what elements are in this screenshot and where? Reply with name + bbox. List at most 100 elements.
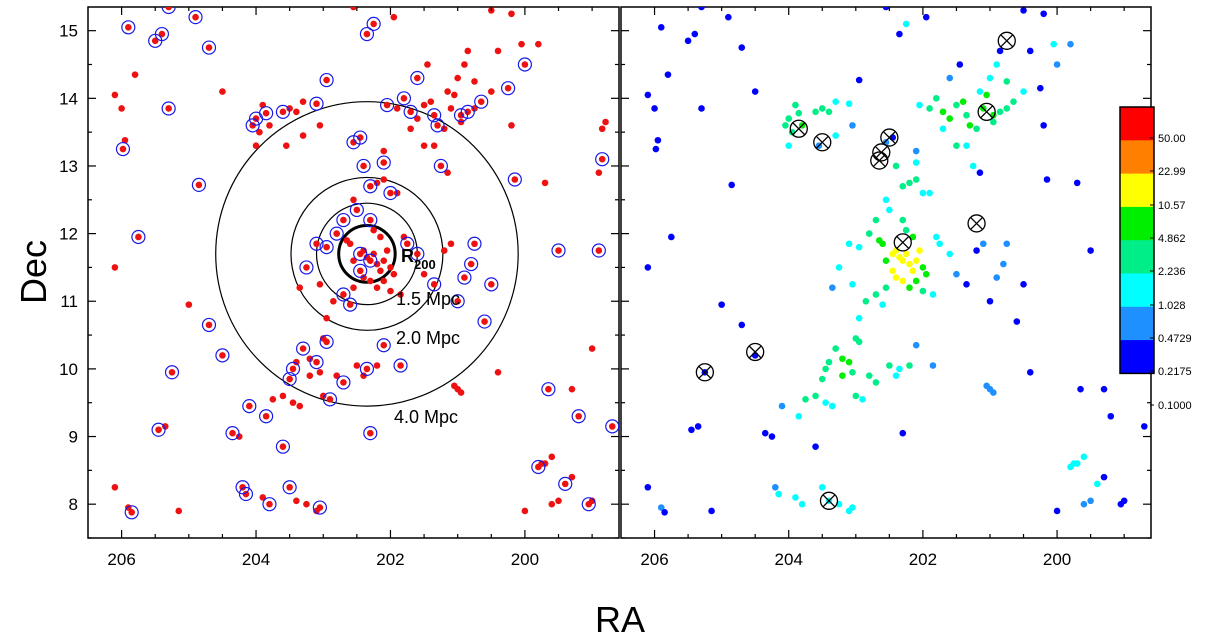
left-point-120 (323, 314, 330, 322)
left-point-18 (262, 109, 270, 117)
right-point-77 (976, 169, 984, 177)
left-point-133 (313, 240, 320, 248)
left-point-119 (346, 301, 354, 308)
right-point-23 (832, 98, 839, 106)
left-ring-164 (275, 439, 291, 454)
right-point-48 (966, 122, 974, 129)
right-point-181 (688, 426, 695, 434)
right-point-22 (825, 108, 833, 116)
right-point-8 (651, 105, 658, 112)
left-ring-24 (309, 96, 324, 111)
left-point-66 (400, 95, 408, 102)
crossed-marker-10 (746, 342, 765, 362)
left-point-105 (373, 260, 381, 268)
crossed-marker-line (822, 494, 836, 508)
colorbar: 50.00 22.99 10.57 4.862 2.236 1.028 0.4729 0.21… (1119, 106, 1192, 412)
crossed-marker-line (698, 365, 712, 379)
right-point-75 (963, 142, 970, 149)
left-point-151 (363, 365, 371, 373)
left-point-27 (256, 128, 263, 136)
right-point-90 (906, 179, 913, 187)
right-point-128 (973, 247, 980, 254)
left-point-30 (299, 132, 307, 139)
right-point-156 (822, 399, 829, 407)
right-point-189 (990, 389, 997, 396)
left-point-5 (205, 44, 213, 51)
right-point-166 (929, 362, 937, 369)
left-ring-103 (363, 253, 378, 268)
crossed-marker-9 (695, 363, 715, 382)
left-point-56 (464, 47, 472, 55)
left-point-137 (333, 230, 340, 237)
right-point-14 (644, 264, 652, 271)
left-point-172 (286, 483, 293, 491)
left-point-6 (131, 71, 139, 78)
colorbar-segment-1 (1120, 140, 1154, 175)
left-ring-69 (410, 70, 425, 86)
left-point-177 (175, 507, 183, 515)
left-point-15 (195, 181, 203, 189)
left-point-203 (568, 473, 576, 481)
left-point-148 (340, 379, 347, 386)
right-point-108 (916, 247, 923, 254)
right-point-0 (657, 23, 665, 31)
right-point-210 (1020, 281, 1027, 288)
right-point-190 (1013, 318, 1021, 325)
left-point-4 (158, 30, 166, 38)
crossed-marker-ring (819, 491, 839, 510)
left-ring-88 (349, 202, 364, 218)
left-point-61 (504, 84, 512, 92)
right-point-59 (1020, 88, 1027, 95)
right-point-92 (919, 189, 927, 197)
left-point-184 (185, 301, 193, 308)
left-point-130 (467, 260, 475, 268)
right-point-24 (845, 100, 853, 108)
colorbar-segment-5 (1120, 273, 1154, 308)
left-ring-190 (477, 314, 492, 329)
right-point-141 (822, 365, 829, 373)
left-point-2 (192, 13, 199, 21)
left-point-128 (440, 247, 448, 254)
left-point-147 (333, 372, 340, 379)
right-point-142 (845, 358, 853, 366)
left-point-145 (306, 372, 314, 379)
left-ring-133 (309, 236, 324, 251)
right-point-88 (886, 206, 893, 214)
left-point-80 (598, 125, 606, 133)
left-point-208 (585, 500, 593, 508)
left-point-180 (111, 483, 119, 491)
right-point-25 (855, 76, 863, 84)
left-ring-185 (201, 317, 217, 333)
left-point-202 (561, 480, 569, 488)
left-point-92 (387, 189, 394, 197)
right-point-7 (644, 91, 652, 99)
left-x-tick-label: 204 (242, 550, 270, 569)
right-point-180 (644, 483, 652, 491)
left-ring-58 (474, 94, 489, 109)
right-point-110 (922, 270, 930, 278)
crossed-marker-0 (997, 31, 1016, 50)
colorbar-segment-7 (1120, 340, 1154, 374)
left-ring-148 (336, 375, 351, 390)
right-point-20 (812, 108, 819, 116)
left-point-25 (323, 76, 330, 84)
crossed-marker-3 (813, 133, 832, 152)
left-ring-125 (410, 246, 425, 261)
left-point-161 (246, 402, 253, 410)
left-ring-117 (336, 287, 351, 302)
left-ring-141 (285, 361, 301, 376)
right-point-123 (933, 233, 940, 241)
left-point-23 (299, 98, 307, 106)
left-point-141 (289, 365, 297, 373)
left-ring-183 (164, 365, 180, 380)
left-x-tick-label: 200 (511, 550, 539, 569)
left-point-49 (440, 125, 448, 133)
left-ring-176 (312, 500, 327, 515)
left-ring-9 (161, 101, 176, 116)
left-x-tick-label: 206 (107, 550, 135, 569)
right-point-195 (1087, 247, 1094, 254)
left-ring-4 (154, 26, 170, 42)
left-ring-171 (262, 497, 277, 512)
right-point-104 (902, 250, 910, 258)
right-point-137 (865, 230, 873, 237)
